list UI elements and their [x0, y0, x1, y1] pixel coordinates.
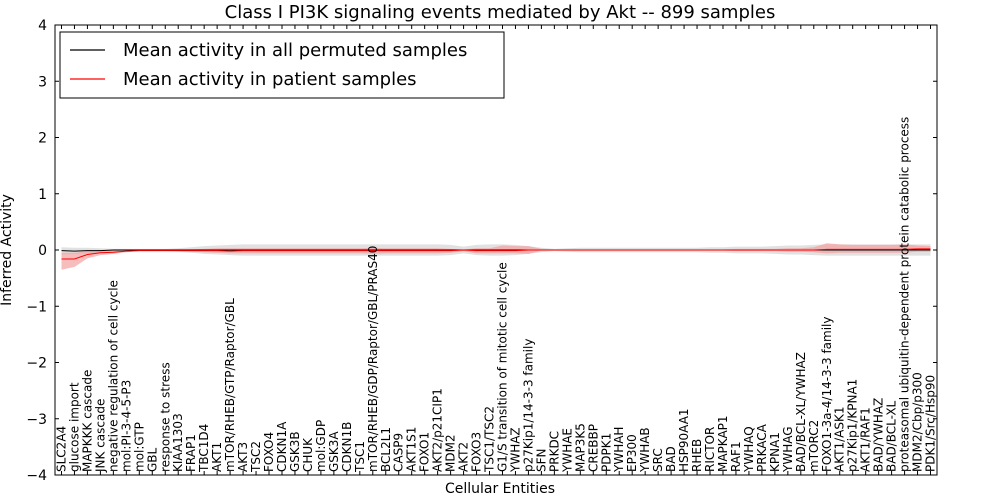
y-tick-label: −4	[26, 468, 47, 484]
x-tick-label: mol:GTP	[132, 422, 146, 472]
y-tick-label: 0	[38, 243, 47, 259]
y-tick-label: 1	[38, 187, 47, 203]
x-tick-label: MAP3K5	[573, 423, 587, 472]
x-tick-label: KPNA1	[768, 432, 782, 472]
x-tick-label: CDKN1A	[275, 421, 289, 472]
x-tick-label: AKT2	[457, 442, 471, 472]
x-tick-label: PRKDC	[547, 431, 561, 472]
x-tick-label: YWHAH	[612, 427, 626, 473]
y-tick-label: −2	[26, 356, 47, 372]
x-tick-label: AKT1/ASK1	[833, 407, 847, 472]
y-tick-label: −1	[26, 299, 47, 315]
x-tick-label: HSP90AA1	[677, 408, 691, 472]
x-tick-label: FOXO3	[470, 432, 484, 472]
x-tick-label: CREBBP	[586, 424, 600, 472]
x-tick-label: BAD/BCL-XL	[885, 400, 899, 472]
x-tick-label: MAPKKK cascade	[80, 370, 94, 472]
x-tick-label: EP300	[625, 434, 639, 472]
x-tick-label: BAD/BCL-XL/YWHAZ	[794, 352, 808, 472]
y-tick-label: −3	[26, 412, 47, 428]
x-tick-label: MAPKAP1	[716, 415, 730, 472]
x-tick-label: TSC2	[249, 441, 263, 473]
x-tick-label: FRAP1	[184, 434, 198, 472]
x-axis-label: Cellular Entities	[445, 481, 555, 497]
x-tick-label: AKT3	[236, 442, 250, 472]
x-tick-label: PRKACA	[755, 423, 769, 472]
x-tick-label: GSK3A	[327, 431, 341, 472]
x-tick-label: BCL2L1	[379, 427, 393, 472]
x-tick-label: AKT1S1	[405, 427, 419, 472]
x-tick-label: SRC	[651, 448, 665, 472]
x-tick-label: YWHAQ	[742, 426, 756, 473]
y-tick-label: 4	[38, 18, 47, 34]
x-tick-label: mTOR/RHEB/GTP/Raptor/GBL	[223, 298, 237, 472]
x-tick-label: BAD/YWHAZ	[872, 398, 886, 472]
x-tick-label: mol:GDP	[314, 420, 328, 472]
x-tick-label: RICTOR	[703, 427, 717, 472]
x-tick-label: MDM2/Cbp/p300	[911, 372, 925, 472]
y-tick-label: 2	[38, 131, 47, 147]
x-tick-label: YWHAG	[781, 426, 795, 473]
legend-box	[59, 31, 505, 99]
plot-area: −4 −3 −2 −1 0 1 2 3 4 SLC2A4 glucose importMAPKKK …	[26, 18, 938, 484]
y-axis-label: Inferred Activity	[0, 194, 15, 306]
x-tick-label: AKT2/p21CIP1	[431, 388, 445, 472]
x-tick-label: GBL	[145, 447, 159, 472]
x-tick-label: CHUK	[301, 437, 315, 472]
x-tick-label: GSK3B	[288, 431, 302, 472]
x-tick-label: JNK cascade	[93, 399, 107, 473]
x-tick-label: mol:PI-3-4-5-P3	[119, 380, 133, 472]
x-tick-label: proteasomal ubiquitin-dependent protein …	[898, 117, 912, 472]
x-tick-label: RAF1	[729, 441, 743, 472]
x-tick-label: MDM2	[444, 434, 458, 472]
x-tick-label: FOXO4	[262, 432, 276, 472]
x-tick-label: TSC1	[353, 441, 367, 473]
x-tick-label: FOXO1-3a-4/14-3-3 family	[820, 317, 834, 473]
x-tick-label: mTORC2	[807, 420, 821, 472]
x-tick-label: YWHAB	[638, 427, 652, 473]
chart-title: Class I PI3K signaling events mediated b…	[225, 2, 776, 23]
x-tick-label: YWHAE	[560, 428, 574, 473]
x-tick-label: AKT1	[210, 442, 224, 472]
legend: Mean activity in all permuted samples Mea…	[59, 31, 505, 99]
x-tick-label: negative regulation of cell cycle	[106, 280, 120, 472]
x-tick-label: p27Kip1/14-3-3 family	[521, 339, 535, 472]
x-tick-label: BAD	[664, 446, 678, 472]
x-tick-label: SLC2A4	[55, 426, 69, 472]
x-tick-label: G1/S transition of mitotic cell cycle	[496, 262, 510, 472]
x-tick-label: TBC1D4	[197, 424, 211, 473]
x-tick-label: p27Kip1/KPNA1	[846, 379, 860, 472]
y-tick-label: 3	[38, 74, 47, 90]
x-tick-label: KIAA1303	[171, 413, 185, 472]
x-tick-label: mTOR/RHEB/GDP/Raptor/GBL/PRAS40	[366, 246, 380, 472]
x-tick-label: PDK1/Src/Hsp90	[924, 375, 938, 472]
series-2-line	[61, 248, 931, 260]
x-tick-label: RHEB	[690, 439, 704, 472]
x-tick-label: TSC1/TSC2	[483, 406, 497, 473]
x-tick-label: AKT1/RAF1	[859, 407, 873, 472]
x-tick-label: CDKN1B	[340, 422, 354, 472]
legend-label: Mean activity in patient samples	[123, 69, 417, 90]
legend-label: Mean activity in all permuted samples	[123, 40, 467, 61]
x-tick-label: response to stress	[158, 362, 172, 472]
x-tick-label: PDPK1	[599, 433, 613, 472]
x-tick-label: CASP9	[392, 433, 406, 472]
x-tick-label: SFN	[534, 449, 548, 473]
x-tick-label: FOXO1	[418, 432, 432, 472]
x-tick-label: YWHAZ	[509, 427, 523, 473]
x-tick-label: glucose import	[68, 382, 82, 472]
